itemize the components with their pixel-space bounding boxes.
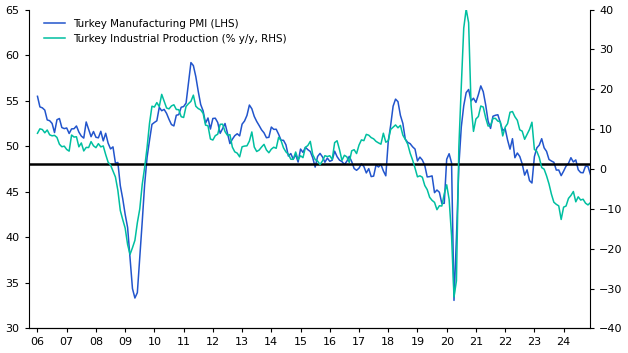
Turkey Industrial Production (% y/y, RHS) [511, 115, 519, 119]
Turkey Industrial Production (% y/y, RHS) [173, 107, 180, 112]
Turkey Manufacturing PMI (LHS) [34, 94, 41, 98]
Line: Turkey Manufacturing PMI (LHS): Turkey Manufacturing PMI (LHS) [38, 62, 590, 300]
Turkey Manufacturing PMI (LHS) [394, 100, 402, 104]
Turkey Industrial Production (% y/y, RHS) [450, 295, 458, 299]
Turkey Industrial Production (% y/y, RHS) [34, 131, 41, 136]
Turkey Industrial Production (% y/y, RHS) [462, 7, 470, 11]
Turkey Manufacturing PMI (LHS) [511, 156, 519, 160]
Line: Turkey Industrial Production (% y/y, RHS): Turkey Industrial Production (% y/y, RHS… [38, 9, 590, 297]
Turkey Manufacturing PMI (LHS) [450, 298, 458, 303]
Turkey Manufacturing PMI (LHS) [175, 113, 183, 117]
Turkey Industrial Production (% y/y, RHS) [445, 197, 453, 202]
Turkey Manufacturing PMI (LHS) [448, 161, 455, 165]
Turkey Industrial Production (% y/y, RHS) [392, 123, 399, 127]
Turkey Manufacturing PMI (LHS) [187, 60, 195, 65]
Turkey Manufacturing PMI (LHS) [173, 113, 180, 117]
Turkey Industrial Production (% y/y, RHS) [475, 114, 482, 119]
Turkey Manufacturing PMI (LHS) [475, 92, 482, 97]
Turkey Manufacturing PMI (LHS) [587, 172, 594, 176]
Legend: Turkey Manufacturing PMI (LHS), Turkey Industrial Production (% y/y, RHS): Turkey Manufacturing PMI (LHS), Turkey I… [40, 15, 291, 48]
Turkey Industrial Production (% y/y, RHS) [175, 108, 183, 112]
Turkey Industrial Production (% y/y, RHS) [587, 201, 594, 205]
